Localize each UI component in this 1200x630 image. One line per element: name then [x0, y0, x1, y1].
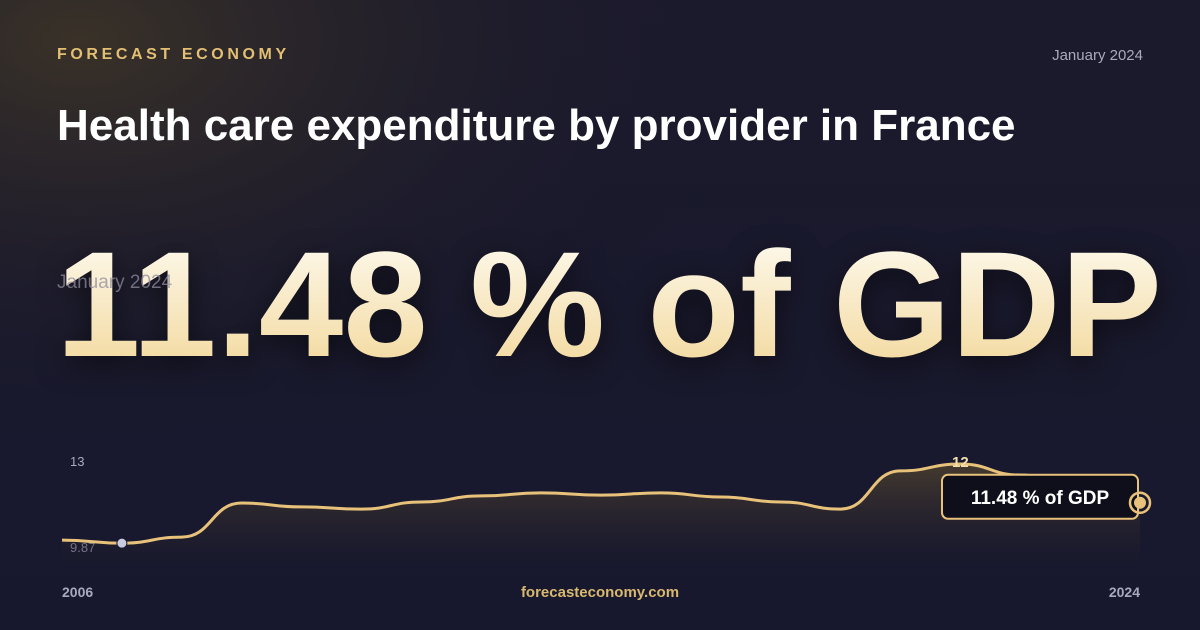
callout-label: 11.48 % of GDP: [971, 488, 1110, 509]
x-tick-label: 2024: [1109, 584, 1140, 600]
plot: 9.8713200620241211.48 % of GDP: [61, 454, 1152, 600]
headline-date: January 2024: [57, 272, 173, 293]
brand: FORECAST ECONOMY: [57, 46, 290, 63]
callout-box: [941, 473, 1139, 520]
headline: 11.48 % of GDP: [56, 220, 1162, 388]
last-point-halo: [1128, 491, 1152, 515]
min-point: [116, 537, 128, 549]
last-point: [1134, 496, 1146, 509]
x-tick-label: 2006: [62, 584, 93, 600]
chart-title: Health care expenditure by provider in F…: [57, 101, 1016, 150]
footer: forecasteconomy.com: [521, 584, 679, 601]
y-tick-label: 13: [70, 454, 84, 469]
line: [61, 462, 1141, 545]
date: January 2024: [1052, 47, 1143, 64]
peak-annotation: 12: [952, 454, 969, 471]
area: [62, 464, 1140, 565]
